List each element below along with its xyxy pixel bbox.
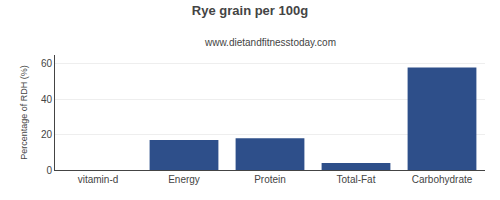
svg-text:Carbohydrate: Carbohydrate [412,174,473,185]
svg-text:vitamin-d: vitamin-d [78,174,119,185]
svg-text:Total-Fat: Total-Fat [337,174,376,185]
svg-text:www.dietandfitnesstoday.com: www.dietandfitnesstoday.com [204,37,336,48]
svg-text:20: 20 [41,129,53,140]
svg-text:Percentage of RDH (%): Percentage of RDH (%) [19,65,29,160]
svg-text:0: 0 [46,165,52,176]
svg-text:40: 40 [41,94,53,105]
svg-text:60: 60 [41,58,53,69]
svg-text:Energy: Energy [168,174,200,185]
svg-text:Protein: Protein [254,174,286,185]
svg-text:Rye grain per 100g: Rye grain per 100g [192,3,308,18]
